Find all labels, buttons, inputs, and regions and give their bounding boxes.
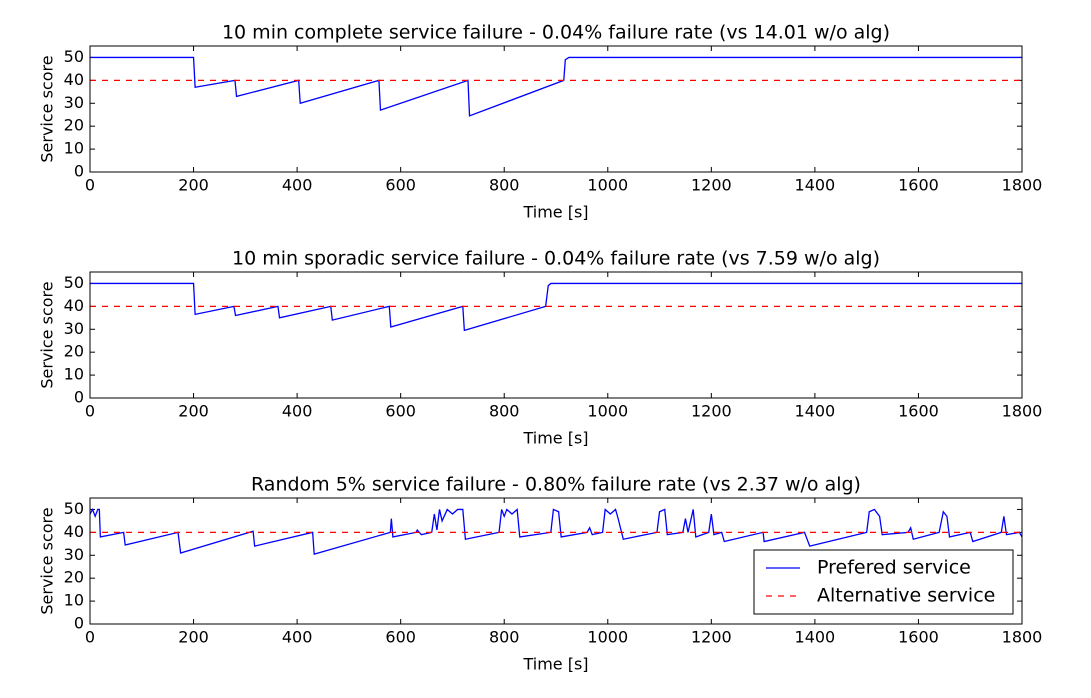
subplot: Random 5% service failure - 0.80% failur…	[38, 474, 1043, 674]
axes-frame	[89, 271, 1023, 399]
y-tick-label: 10	[64, 139, 84, 158]
x-tick-label: 0	[85, 402, 95, 421]
y-axis-label: Service score	[38, 281, 57, 388]
x-tick-label: 1800	[1002, 628, 1043, 647]
x-tick-label: 0	[85, 176, 95, 195]
x-tick-label: 1200	[691, 176, 732, 195]
x-tick-label: 1600	[898, 628, 939, 647]
x-tick-label: 600	[385, 176, 416, 195]
y-tick-label: 0	[74, 614, 84, 633]
y-axis-label: Service score	[38, 507, 57, 614]
x-tick-label: 1000	[587, 402, 628, 421]
axes-frame	[89, 497, 1023, 625]
y-tick-label: 50	[64, 499, 84, 518]
y-tick-label: 40	[64, 522, 84, 541]
x-tick-label: 600	[385, 402, 416, 421]
x-tick-label: 200	[178, 402, 209, 421]
x-tick-label: 600	[385, 628, 416, 647]
x-tick-label: 1600	[898, 176, 939, 195]
legend-box	[753, 549, 1014, 615]
x-tick-label: 400	[282, 402, 313, 421]
subplot: 10 min complete service failure - 0.04% …	[38, 22, 1043, 222]
x-axis-label: Time [s]	[522, 203, 588, 222]
chart-title: 10 min complete service failure - 0.04% …	[222, 22, 890, 44]
axes-frame	[89, 45, 1023, 173]
y-tick-label: 30	[64, 93, 84, 112]
y-tick-label: 30	[64, 545, 84, 564]
x-tick-label: 200	[178, 176, 209, 195]
x-tick-label: 1400	[795, 402, 836, 421]
x-tick-label: 1400	[795, 628, 836, 647]
legend-label: Alternative service	[817, 585, 995, 607]
y-tick-label: 50	[64, 273, 84, 292]
x-tick-label: 200	[178, 628, 209, 647]
x-tick-label: 1200	[691, 628, 732, 647]
series-line	[90, 56, 1022, 117]
x-tick-label: 1600	[898, 402, 939, 421]
x-tick-label: 400	[282, 628, 313, 647]
y-tick-label: 20	[64, 568, 84, 587]
y-tick-label: 50	[64, 47, 84, 66]
x-axis-label: Time [s]	[522, 655, 588, 674]
chart-title: 10 min sporadic service failure - 0.04% …	[232, 248, 880, 270]
y-tick-label: 10	[64, 591, 84, 610]
x-tick-label: 800	[489, 628, 520, 647]
x-tick-label: 800	[489, 402, 520, 421]
y-tick-label: 30	[64, 319, 84, 338]
legend-label: Prefered service	[817, 557, 971, 579]
x-tick-label: 1800	[1002, 402, 1043, 421]
y-tick-label: 40	[64, 70, 84, 89]
y-axis-label: Service score	[38, 55, 57, 162]
chart-title: Random 5% service failure - 0.80% failur…	[251, 474, 861, 496]
x-tick-label: 1800	[1002, 176, 1043, 195]
x-tick-label: 0	[85, 628, 95, 647]
y-tick-label: 0	[74, 388, 84, 407]
subplot: 10 min sporadic service failure - 0.04% …	[38, 248, 1043, 448]
x-tick-label: 1000	[587, 628, 628, 647]
x-tick-label: 1400	[795, 176, 836, 195]
x-tick-label: 800	[489, 176, 520, 195]
x-tick-label: 1200	[691, 402, 732, 421]
x-axis-label: Time [s]	[522, 429, 588, 448]
y-tick-label: 0	[74, 162, 84, 181]
y-tick-label: 20	[64, 342, 84, 361]
y-tick-label: 40	[64, 296, 84, 315]
x-tick-label: 1000	[587, 176, 628, 195]
y-tick-label: 10	[64, 365, 84, 384]
x-tick-label: 400	[282, 176, 313, 195]
series-line	[90, 282, 1022, 332]
y-tick-label: 20	[64, 116, 84, 135]
series-line	[89, 507, 1023, 555]
